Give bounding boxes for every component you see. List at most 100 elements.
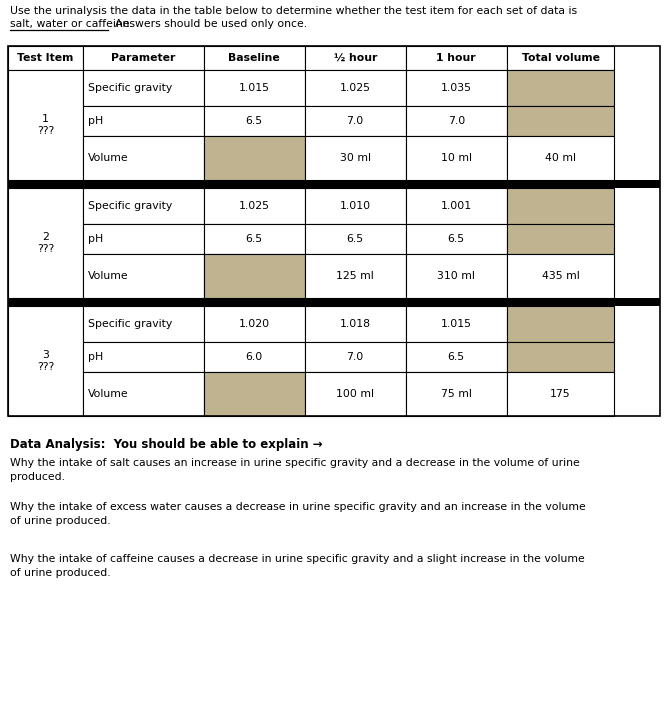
Bar (203, 136, 305, 180)
Text: Answers should be used only once.: Answers should be used only once. (108, 19, 307, 29)
Text: 6.5: 6.5 (347, 234, 364, 244)
Text: Use the urinalysis the data in the table below to determine whether the test ite: Use the urinalysis the data in the table… (10, 6, 577, 16)
Bar (305, 188, 406, 224)
Text: Why the intake of excess water causes a decrease in urine specific gravity and a: Why the intake of excess water causes a … (10, 502, 586, 526)
Bar (507, 106, 615, 136)
Bar (203, 342, 305, 372)
Text: 1
???: 1 ??? (37, 114, 54, 136)
Bar (406, 106, 507, 136)
Bar (203, 188, 305, 224)
Bar (203, 254, 305, 298)
Bar (507, 224, 615, 254)
Bar (507, 136, 615, 180)
Bar (83, 136, 203, 180)
Bar (83, 70, 203, 106)
Text: 2
???: 2 ??? (37, 232, 54, 253)
Text: 7.0: 7.0 (448, 116, 465, 126)
Text: 6.0: 6.0 (246, 352, 263, 362)
Text: ½ hour: ½ hour (333, 53, 377, 63)
Text: 30 ml: 30 ml (340, 153, 370, 163)
Bar (406, 372, 507, 416)
Text: 125 ml: 125 ml (336, 271, 374, 281)
Bar (203, 372, 305, 416)
Text: 1.018: 1.018 (340, 319, 370, 329)
Text: 310 ml: 310 ml (437, 271, 475, 281)
Text: 1.001: 1.001 (441, 201, 472, 211)
Bar (83, 106, 203, 136)
Bar (83, 188, 203, 224)
Bar (507, 342, 615, 372)
Text: 1.010: 1.010 (340, 201, 371, 211)
Bar (406, 254, 507, 298)
Bar (406, 70, 507, 106)
Bar (83, 372, 203, 416)
Bar (8, 306, 83, 416)
Bar (203, 46, 305, 70)
Bar (406, 136, 507, 180)
Bar (8, 46, 83, 70)
Bar (83, 306, 203, 342)
Text: 1.020: 1.020 (239, 319, 270, 329)
Text: Specific gravity: Specific gravity (88, 83, 172, 93)
Bar (305, 224, 406, 254)
Text: 1.025: 1.025 (239, 201, 270, 211)
Text: 75 ml: 75 ml (441, 389, 472, 399)
Text: 175: 175 (550, 389, 571, 399)
Text: Volume: Volume (88, 389, 129, 399)
Bar (406, 188, 507, 224)
Text: 10 ml: 10 ml (441, 153, 472, 163)
Bar (406, 342, 507, 372)
Bar (507, 306, 615, 342)
Bar (406, 46, 507, 70)
Text: Why the intake of salt causes an increase in urine specific gravity and a decrea: Why the intake of salt causes an increas… (10, 458, 580, 482)
Text: 7.0: 7.0 (346, 116, 364, 126)
Bar (305, 342, 406, 372)
Text: 1.035: 1.035 (441, 83, 472, 93)
Bar (305, 46, 406, 70)
Bar (305, 306, 406, 342)
Text: 6.5: 6.5 (448, 352, 465, 362)
Text: 1.015: 1.015 (441, 319, 472, 329)
Text: 1.025: 1.025 (340, 83, 370, 93)
Text: 1 hour: 1 hour (436, 53, 476, 63)
Text: Parameter: Parameter (111, 53, 176, 63)
Text: pH: pH (88, 352, 103, 362)
Text: pH: pH (88, 116, 103, 126)
Text: Data Analysis:  You should be able to explain →: Data Analysis: You should be able to exp… (10, 438, 323, 451)
Bar (203, 106, 305, 136)
Bar (83, 254, 203, 298)
Bar (203, 70, 305, 106)
Bar (305, 136, 406, 180)
Bar (8, 180, 660, 188)
Bar (507, 70, 615, 106)
Text: Total volume: Total volume (521, 53, 600, 63)
Bar (406, 224, 507, 254)
Bar (8, 70, 83, 180)
Text: Why the intake of caffeine causes a decrease in urine specific gravity and a sli: Why the intake of caffeine causes a decr… (10, 554, 584, 578)
Text: 40 ml: 40 ml (545, 153, 576, 163)
Text: 1.015: 1.015 (239, 83, 270, 93)
Bar (203, 224, 305, 254)
Bar (83, 342, 203, 372)
Bar (8, 188, 83, 298)
Text: 6.5: 6.5 (246, 234, 262, 244)
Bar (305, 372, 406, 416)
Text: Volume: Volume (88, 153, 129, 163)
Text: Baseline: Baseline (228, 53, 280, 63)
Bar (305, 70, 406, 106)
Text: Test Item: Test Item (17, 53, 74, 63)
Bar (83, 224, 203, 254)
Text: Volume: Volume (88, 271, 129, 281)
Text: 7.0: 7.0 (346, 352, 364, 362)
Text: 100 ml: 100 ml (336, 389, 374, 399)
Bar (83, 46, 203, 70)
Bar (305, 106, 406, 136)
Text: 435 ml: 435 ml (541, 271, 580, 281)
Text: pH: pH (88, 234, 103, 244)
Bar (507, 254, 615, 298)
Text: Specific gravity: Specific gravity (88, 319, 172, 329)
Text: 6.5: 6.5 (448, 234, 465, 244)
Text: 3
???: 3 ??? (37, 350, 54, 372)
Bar (8, 46, 660, 416)
Text: salt, water or caffeine.: salt, water or caffeine. (10, 19, 133, 29)
